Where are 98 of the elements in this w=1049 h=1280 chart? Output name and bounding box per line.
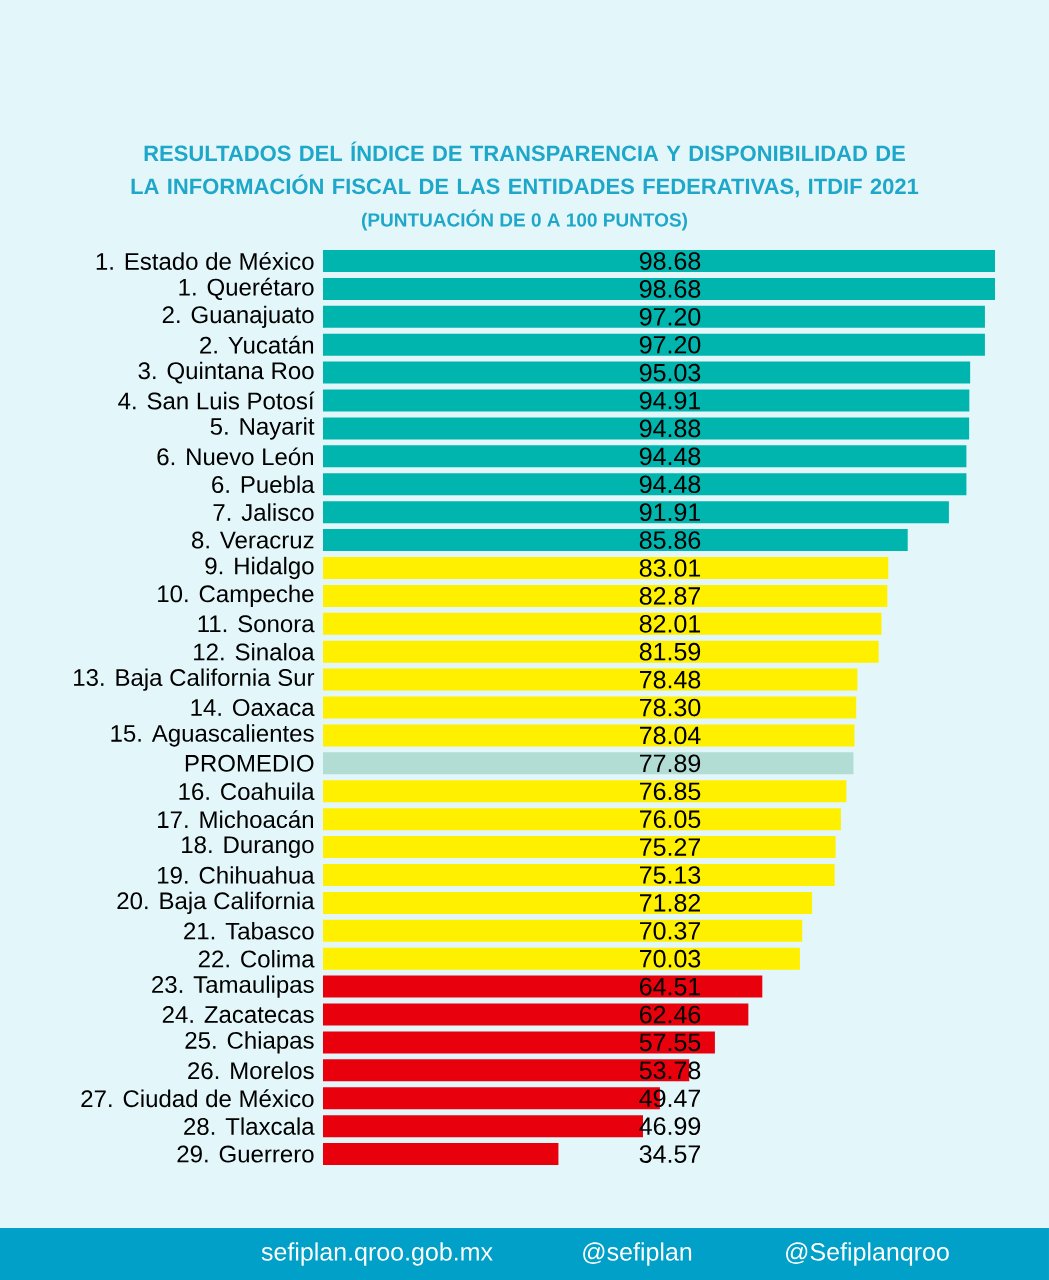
bar (323, 752, 854, 775)
bar (323, 584, 888, 607)
bar (323, 780, 847, 803)
data-label: 70.03 (640, 949, 701, 968)
y-tick-label: 29. Guerrero (177, 1145, 314, 1163)
y-tick-label: 4. San Luis Potosí (118, 391, 315, 410)
bar (323, 305, 985, 328)
data-label: 70.37 (640, 921, 701, 940)
data-label: 94.91 (639, 391, 701, 410)
y-tick-label: 2. Guanajuato (162, 305, 314, 328)
data-label: 82.87 (639, 587, 701, 605)
data-label: 94.48 (639, 447, 701, 466)
text: @sefiplan (583, 1242, 692, 1266)
bar (323, 501, 949, 524)
bar (323, 389, 970, 412)
data-label: 97.20 (639, 307, 701, 326)
bar (323, 361, 971, 384)
y-tick-label: 16. Coahuila (179, 782, 315, 801)
data-label: 97.20 (639, 335, 701, 354)
y-tick-label: 1. Querétaro (179, 277, 314, 301)
y-tick-label: 1. Estado de México (96, 252, 314, 270)
bar (323, 1003, 749, 1026)
data-label: 64.51 (639, 977, 701, 996)
y-tick-label: 6. Puebla (212, 475, 315, 494)
bar (323, 249, 996, 272)
bar (323, 947, 800, 970)
bar (323, 473, 967, 496)
data-label: 81.59 (639, 642, 701, 661)
data-label: 76.05 (640, 810, 701, 829)
data-label: 95.03 (639, 363, 701, 382)
data-label: 34.57 (639, 1145, 701, 1163)
bar (323, 696, 857, 719)
data-label: 75.13 (640, 866, 701, 884)
y-tick-label: 6. Nuevo León (157, 447, 314, 466)
y-tick-label: 11. Sonora (198, 615, 315, 633)
bar (323, 277, 996, 300)
data-label: 57.55 (639, 1033, 701, 1052)
text: sefiplan.qroo.gob.mx (261, 1242, 493, 1266)
bar (323, 1031, 715, 1054)
data-label: 62.46 (639, 1005, 701, 1024)
bar (323, 836, 836, 859)
y-tick-label: 9. Hidalgo (205, 556, 314, 580)
bar (323, 808, 841, 831)
data-label: 85.86 (639, 531, 701, 549)
data-label: 94.48 (639, 475, 701, 494)
y-tick-label: 15. Aguascalientes (111, 724, 314, 747)
y-tick-label: 7. Jalisco (213, 503, 314, 521)
y-tick-label: 20. Baja California (117, 891, 315, 915)
y-tick-label: 3. Quintana Roo (138, 361, 314, 384)
bar (323, 1143, 559, 1166)
y-tick-label: 23. Tamaulipas (152, 975, 314, 998)
y-tick-label: 12. Sinaloa (194, 642, 315, 661)
y-tick-label: 22. Colima (198, 949, 315, 968)
data-label: 78.30 (640, 698, 701, 717)
data-label: 78.04 (640, 726, 701, 745)
y-tick-label: 2. Yucatán (200, 335, 314, 354)
data-label: 91.91 (639, 503, 701, 522)
y-tick-label: 27. Ciudad de México (81, 1089, 314, 1108)
data-label: 94.88 (639, 419, 701, 438)
data-label: 82.01 (639, 614, 701, 633)
y-tick-label: 28. Tlaxcala (184, 1117, 315, 1135)
y-tick-label: 8. Veracruz (192, 531, 314, 549)
y-tick-label: 24. Zacatecas (162, 1006, 314, 1023)
data-label: 77.89 (640, 754, 701, 773)
bar (323, 529, 908, 552)
bar (323, 445, 967, 468)
y-tick-label: PROMEDIO (185, 754, 314, 772)
bar (323, 556, 889, 579)
y-tick-label: 19. Chihuahua (158, 866, 315, 884)
data-label: 76.85 (640, 782, 701, 801)
bar (323, 863, 835, 886)
bar (323, 724, 855, 747)
bar (323, 640, 879, 663)
data-label: 98.68 (639, 280, 701, 298)
chart-title: RESULTADOS DEL ÍNDICE DE TRANSPARENCIA Y DISPONIBILIDAD DE LA INFORMACIÓN FISCAL DE LAS ENTIDADES FEDERATIVAS, ITDIF 2021 (131, 141, 919, 198)
y-tick-label: 18. Durango (182, 836, 314, 858)
data-label: 75.27 (640, 838, 701, 856)
y-tick-label: 26. Morelos (188, 1061, 314, 1080)
bar (323, 333, 985, 356)
bar (323, 891, 813, 914)
chart-subtitle: (PUNTUACIÓN DE 0 A 100 PUNTOS) (361, 209, 688, 231)
data-label: 78.48 (640, 670, 701, 689)
y-tick-label: 25. Chiapas (185, 1031, 314, 1054)
bar (323, 975, 763, 998)
data-label: 83.01 (639, 559, 701, 577)
y-tick-label: 17. Michoacán (158, 810, 314, 829)
y-tick-label: 5. Nayarit (210, 417, 315, 440)
data-label: 98.68 (639, 252, 701, 270)
text: @Sefiplanqroo (786, 1242, 949, 1266)
y-tick-label: 14. Oaxaca (191, 699, 315, 717)
bar (323, 612, 882, 635)
y-tick-label: 10. Campeche (158, 584, 314, 608)
y-tick-label: 13. Baja California Sur (74, 668, 315, 691)
y-tick-label: 21. Tabasco (184, 922, 314, 940)
bar (323, 919, 803, 942)
bar (323, 668, 858, 691)
bar (323, 417, 970, 440)
data-label: 71.82 (640, 894, 701, 912)
